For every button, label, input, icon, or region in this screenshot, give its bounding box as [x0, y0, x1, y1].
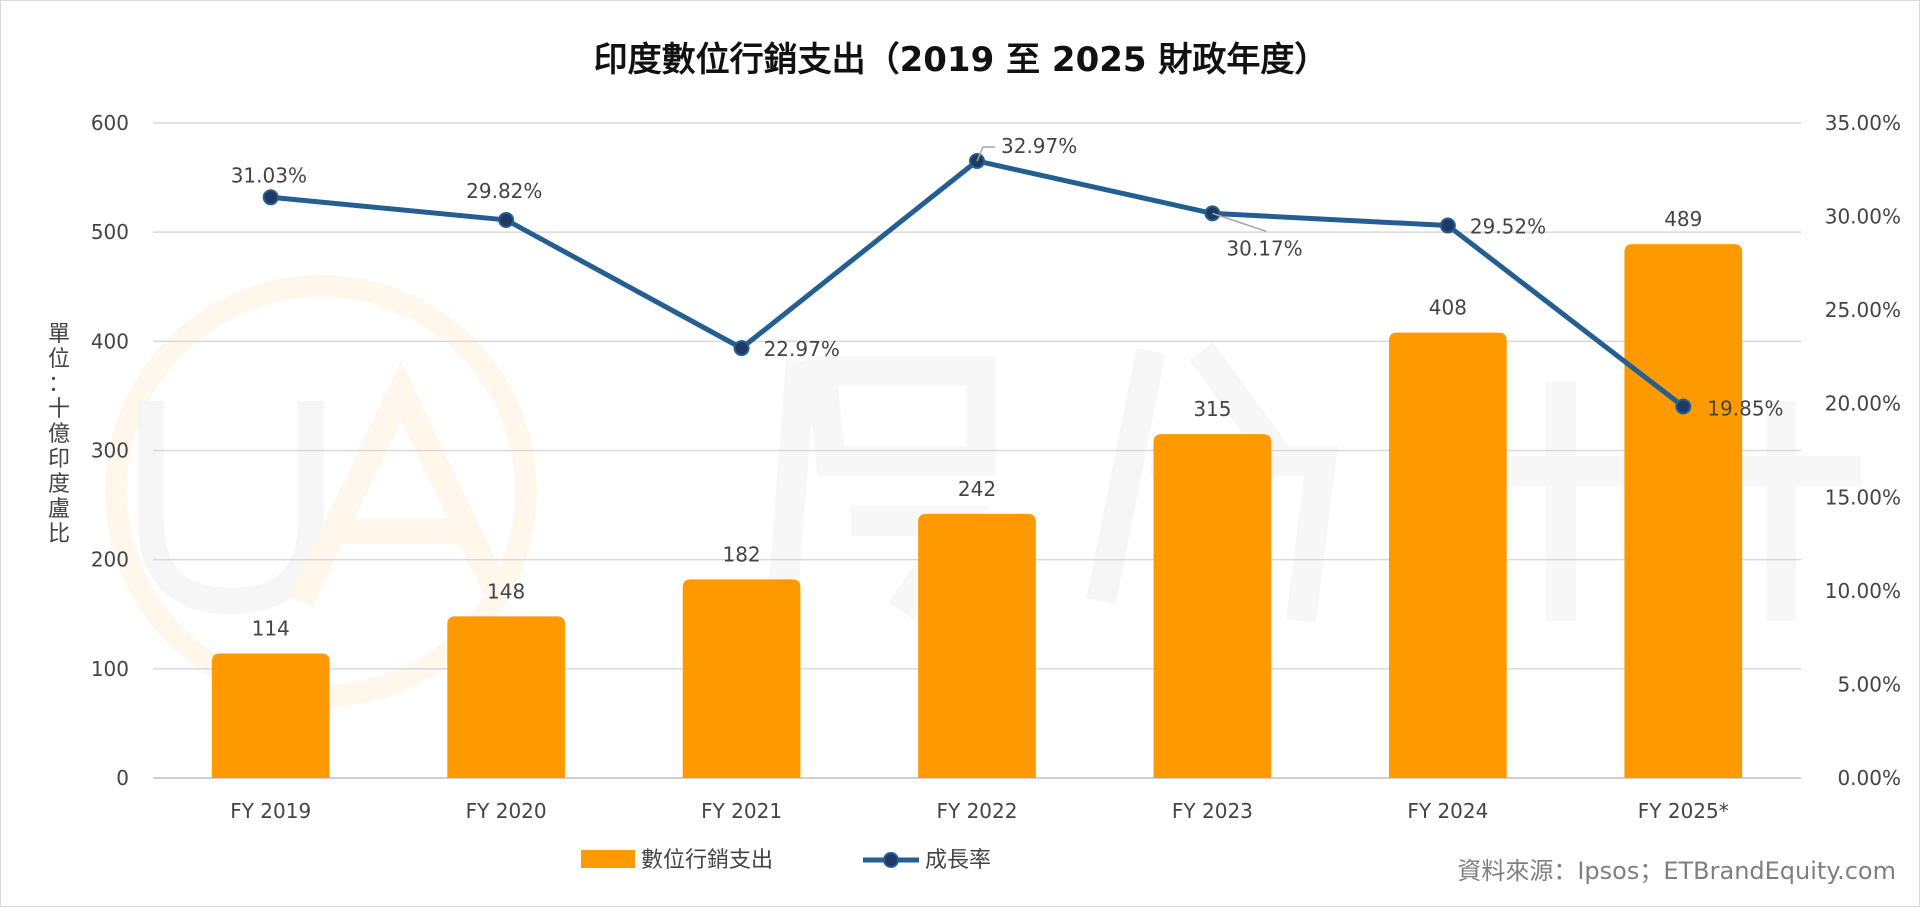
- bar: [918, 513, 1036, 778]
- bar-data-label: 489: [1664, 207, 1702, 231]
- y-right-tick-label: 35.00%: [1825, 111, 1901, 135]
- y-axis-title-char: 位: [48, 347, 70, 372]
- bar-data-labels: 114 148 182 242 315 408 489: [252, 207, 1703, 640]
- y-axis-title-char: 單: [48, 322, 70, 347]
- y-left-tick-label: 300: [91, 439, 129, 463]
- leader-line: [976, 146, 995, 162]
- y-left-tick-label: 100: [91, 657, 129, 681]
- line-point: [498, 211, 515, 228]
- legend-line-marker: [883, 852, 899, 868]
- line-data-labels: 31.03% 29.82% 22.97% 32.97% 30.17% 29.52% 19.8…: [231, 134, 1784, 421]
- y-right-tick-label: 10.00%: [1825, 579, 1901, 603]
- x-tick-label: FY 2021: [701, 799, 782, 823]
- line-data-label: 29.52%: [1470, 215, 1546, 239]
- y-axis-title-char: 十: [48, 397, 70, 422]
- bar-data-label: 114: [252, 617, 290, 641]
- y-axis-title-char: 億: [48, 422, 70, 447]
- x-axis: FY 2019 FY 2020 FY 2021 FY 2022 FY 2023 FY 20…: [230, 799, 1729, 823]
- y-left-tick-label: 400: [91, 329, 129, 353]
- line-point: [1439, 217, 1456, 234]
- bar: [211, 653, 330, 778]
- line-data-label: 32.97%: [1001, 134, 1077, 158]
- leader-line: [1212, 212, 1267, 233]
- y-left-tick-label: 500: [91, 220, 129, 244]
- bar: [1624, 244, 1743, 779]
- line-point: [733, 340, 750, 357]
- y-left-tick-label: 200: [91, 548, 129, 572]
- bar-data-label: 408: [1429, 296, 1467, 320]
- line-data-label: 22.97%: [764, 337, 840, 361]
- y-right-tick-label: 15.00%: [1825, 485, 1901, 509]
- line-point: [262, 189, 279, 206]
- legend: 數位行銷支出 成長率: [581, 848, 991, 873]
- y-right-tick-label: 25.00%: [1825, 298, 1901, 322]
- x-tick-label: FY 2023: [1172, 799, 1253, 823]
- line-point: [1675, 398, 1692, 415]
- y-right-tick-label: 20.00%: [1825, 392, 1901, 416]
- bar: [682, 579, 801, 778]
- x-tick-label: FY 2019: [230, 799, 311, 823]
- y-axis-title-char: 印: [48, 447, 70, 472]
- y-left-axis: 0 100 200 300 400 500 600: [91, 111, 129, 790]
- y-right-tick-label: 5.00%: [1837, 672, 1901, 696]
- line-data-label: 19.85%: [1707, 397, 1783, 421]
- y-left-tick-label: 0: [116, 766, 129, 790]
- bar: [447, 616, 565, 778]
- y-right-tick-label: 0.00%: [1837, 766, 1901, 790]
- x-tick-label: FY 2025*: [1638, 799, 1729, 823]
- legend-bar-swatch: [581, 850, 635, 868]
- y-right-tick-label: 30.00%: [1825, 205, 1901, 229]
- y-axis-title-char: 盧: [48, 497, 70, 522]
- bar-data-label: 182: [722, 542, 760, 566]
- bar-data-label: 315: [1193, 397, 1231, 421]
- x-tick-label: FY 2020: [466, 799, 547, 823]
- y-axis-title-char: 比: [48, 522, 70, 547]
- y-left-tick-label: 600: [91, 111, 129, 135]
- y-right-axis: 0.00% 5.00% 10.00% 15.00% 20.00% 25.00% 30.00%…: [1825, 111, 1901, 790]
- bar-series: [211, 244, 1743, 779]
- line-data-label: 31.03%: [231, 163, 307, 187]
- bar-data-label: 148: [487, 579, 525, 603]
- bar-data-label: 242: [958, 477, 996, 501]
- y-axis-title-char: 度: [48, 472, 70, 497]
- y-axis-title-char: ：: [48, 372, 70, 397]
- x-tick-label: FY 2022: [937, 799, 1018, 823]
- x-tick-label: FY 2024: [1407, 799, 1488, 823]
- legend-bar-label: 數位行銷支出: [641, 848, 773, 873]
- bar: [1389, 332, 1507, 778]
- y-axis-title: 單位：十億印度盧比: [48, 322, 70, 547]
- line-data-label: 29.82%: [466, 179, 542, 203]
- chart-title: 印度數位行銷支出（2019 至 2025 財政年度）: [594, 40, 1329, 80]
- bar: [1153, 434, 1272, 778]
- source-note: 資料來源：Ipsos；ETBrandEquity.com: [1457, 857, 1896, 885]
- legend-line-label: 成長率: [925, 848, 991, 873]
- line-data-label: 30.17%: [1226, 236, 1302, 260]
